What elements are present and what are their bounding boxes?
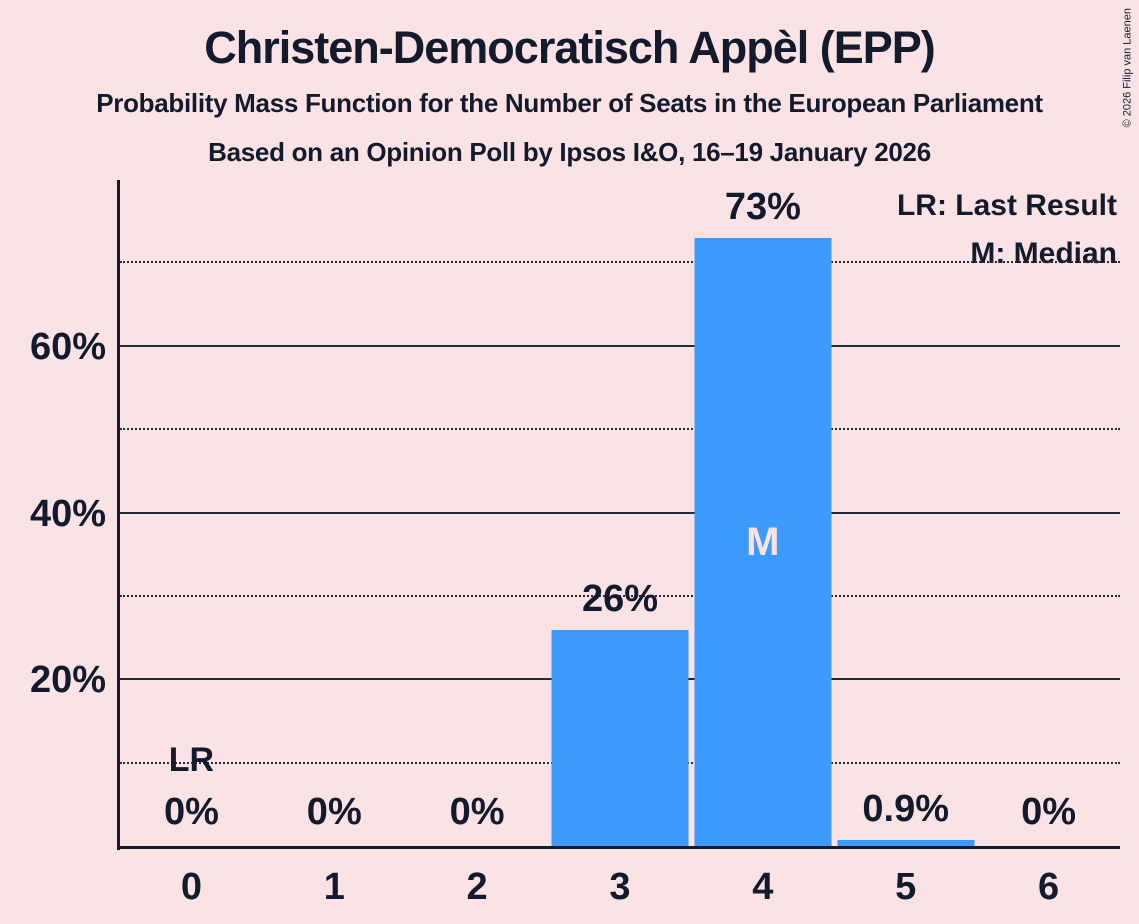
bar-column-2: 0% — [406, 180, 549, 847]
x-tick-3: 3 — [609, 866, 631, 908]
x-axis-line — [117, 846, 1120, 849]
gridline-dotted-50 — [120, 428, 1120, 431]
x-tick-2: 2 — [466, 866, 488, 908]
legend-last-result: LR: Last Result — [896, 189, 1117, 222]
bar-seat-5 — [837, 839, 975, 847]
median-marker: M — [746, 520, 780, 564]
value-label-seat-1: 0% — [306, 791, 362, 833]
bar-seat-3 — [551, 630, 689, 847]
value-label-seat-4: 73% — [724, 186, 801, 229]
bar-column-1: 0% — [263, 180, 406, 847]
gridline-solid-40 — [120, 511, 1120, 514]
value-label-seat-0: 0% — [163, 791, 219, 833]
gridline-dotted-30 — [120, 594, 1120, 597]
last-result-marker: LR — [168, 741, 215, 779]
x-tick-0: 0 — [180, 866, 202, 908]
bar-seat-4: M — [694, 238, 832, 847]
value-label-seat-3: 26% — [581, 578, 659, 621]
plot-area: LR 0% 0% 0% 26% M 73% 0.9% 0% 2 — [30, 180, 1120, 906]
chart-title: Christen-Democratisch Appèl (EPP) — [204, 22, 935, 73]
bar-column-5: 0.9% — [834, 180, 977, 847]
chart-subtitle: Probability Mass Function for the Number… — [96, 88, 1043, 118]
value-label-seat-6: 0% — [1021, 791, 1077, 833]
value-label-seat-2: 0% — [449, 791, 505, 833]
legend: LR: Last Result M: Median — [897, 182, 1117, 278]
value-label-seat-5: 0.9% — [862, 787, 950, 830]
bar-column-6: 0% — [977, 180, 1120, 847]
bar-column-0: LR 0% — [120, 180, 263, 847]
x-tick-6: 6 — [1037, 866, 1060, 908]
bar-column-4: M 73% — [691, 180, 834, 847]
x-tick-5: 5 — [895, 866, 917, 908]
x-tick-4: 4 — [752, 866, 774, 908]
y-tick-60: 60% — [29, 325, 106, 368]
gridline-solid-60 — [120, 344, 1120, 347]
copyright-notice: © 2026 Filip van Laenen — [1121, 8, 1133, 128]
y-axis-line — [117, 180, 120, 850]
legend-median: M: Median — [970, 237, 1117, 270]
bar-column-3: 26% — [549, 180, 692, 847]
y-tick-20: 20% — [29, 659, 106, 702]
x-tick-1: 1 — [323, 866, 345, 908]
gridline-dotted-70 — [120, 261, 1120, 264]
y-tick-40: 40% — [29, 492, 106, 535]
chart-source-line: Based on an Opinion Poll by Ipsos I&O, 1… — [208, 137, 931, 167]
